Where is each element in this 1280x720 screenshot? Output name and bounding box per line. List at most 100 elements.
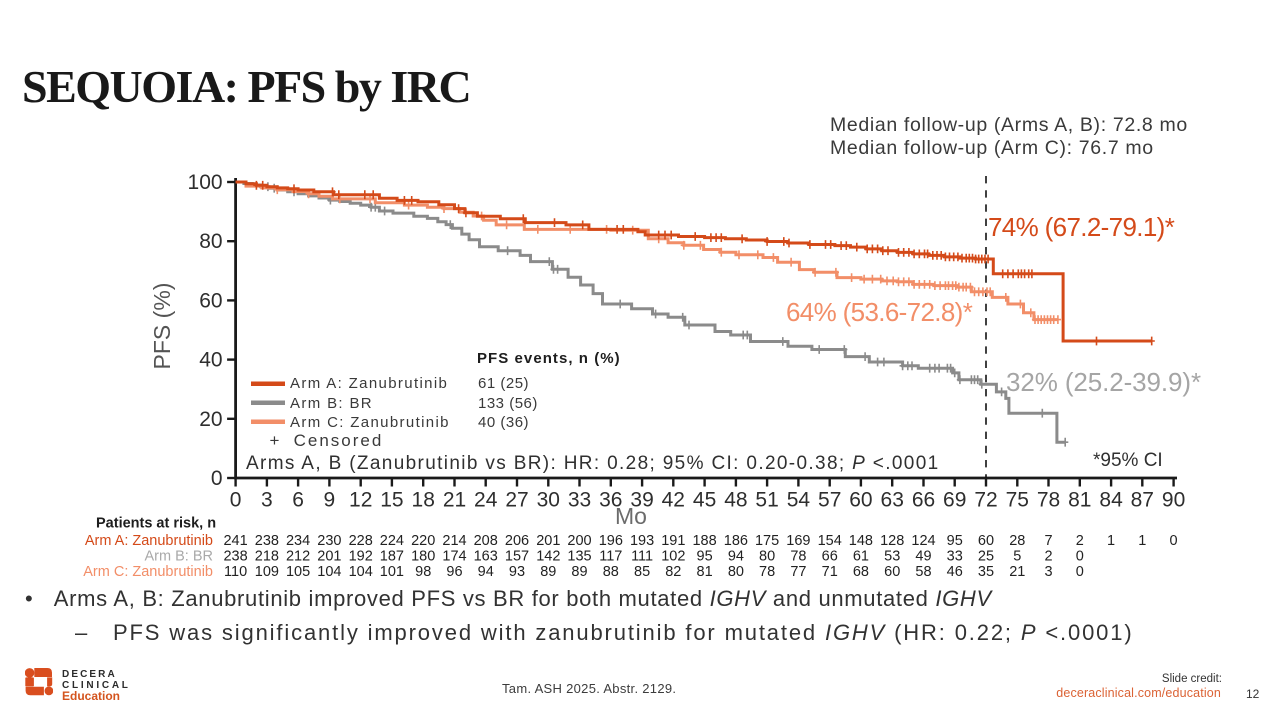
svg-text:33: 33 <box>568 489 591 512</box>
svg-text:30: 30 <box>537 489 560 512</box>
svg-text:80: 80 <box>728 564 744 580</box>
svg-text:228: 228 <box>349 533 373 549</box>
svg-text:75: 75 <box>1006 489 1029 512</box>
svg-text:193: 193 <box>630 533 654 549</box>
svg-text:218: 218 <box>255 549 279 565</box>
svg-text:0: 0 <box>1170 533 1178 549</box>
svg-text:187: 187 <box>380 549 404 565</box>
svg-text:57: 57 <box>818 489 841 512</box>
svg-text:104: 104 <box>317 564 341 580</box>
svg-text:60: 60 <box>884 564 900 580</box>
svg-text:35: 35 <box>978 564 994 580</box>
svg-text:157: 157 <box>505 549 529 565</box>
svg-text:Patients at risk, n: Patients at risk, n <box>96 516 216 532</box>
svg-text:77: 77 <box>790 564 806 580</box>
svg-text:94: 94 <box>478 564 494 580</box>
svg-text:Mo: Mo <box>615 503 647 529</box>
svg-text:208: 208 <box>474 533 498 549</box>
svg-text:PFS (%): PFS (%) <box>149 283 175 370</box>
svg-text:36: 36 <box>599 489 622 512</box>
svg-text:81: 81 <box>697 564 713 580</box>
svg-text:80: 80 <box>759 549 775 565</box>
svg-text:33: 33 <box>947 549 963 565</box>
svg-text:230: 230 <box>317 533 341 549</box>
svg-text:142: 142 <box>536 549 560 565</box>
svg-text:117: 117 <box>599 549 622 565</box>
svg-text:Arm B: BR: Arm B: BR <box>145 549 213 565</box>
svg-text:89: 89 <box>540 564 556 580</box>
svg-text:54: 54 <box>787 489 811 512</box>
svg-text:234: 234 <box>286 533 310 549</box>
svg-text:25: 25 <box>978 549 994 565</box>
svg-text:Arm C: Zanubrutinib: Arm C: Zanubrutinib <box>83 564 213 580</box>
svg-text:20: 20 <box>199 408 222 431</box>
svg-text:2: 2 <box>1076 533 1084 549</box>
svg-text:3: 3 <box>261 489 273 512</box>
svg-text:5: 5 <box>1013 549 1021 565</box>
svg-text:0: 0 <box>1076 549 1084 565</box>
svg-text:0: 0 <box>230 489 242 512</box>
svg-text:24: 24 <box>474 489 498 512</box>
svg-text:175: 175 <box>755 533 779 549</box>
svg-text:110: 110 <box>224 564 247 580</box>
svg-text:68: 68 <box>853 564 869 580</box>
svg-text:69: 69 <box>943 489 966 512</box>
svg-text:192: 192 <box>349 549 373 565</box>
svg-text:238: 238 <box>223 549 247 565</box>
svg-text:7: 7 <box>1044 533 1052 549</box>
svg-text:78: 78 <box>790 549 806 565</box>
svg-text:104: 104 <box>349 564 373 580</box>
svg-text:66: 66 <box>912 489 935 512</box>
svg-text:6: 6 <box>292 489 304 512</box>
svg-text:1: 1 <box>1107 533 1115 549</box>
svg-text:60: 60 <box>849 489 872 512</box>
svg-text:201: 201 <box>317 549 341 565</box>
svg-text:101: 101 <box>380 564 404 580</box>
svg-text:85: 85 <box>634 564 650 580</box>
svg-text:163: 163 <box>474 549 498 565</box>
svg-text:238: 238 <box>255 533 279 549</box>
svg-text:40: 40 <box>199 349 222 372</box>
svg-text:169: 169 <box>786 533 810 549</box>
svg-text:48: 48 <box>724 489 747 512</box>
svg-text:98: 98 <box>415 564 431 580</box>
svg-text:89: 89 <box>571 564 587 580</box>
svg-text:58: 58 <box>915 564 931 580</box>
svg-text:45: 45 <box>693 489 716 512</box>
svg-text:191: 191 <box>661 533 685 549</box>
svg-text:18: 18 <box>412 489 435 512</box>
svg-text:186: 186 <box>724 533 748 549</box>
svg-text:46: 46 <box>947 564 963 580</box>
svg-text:95: 95 <box>947 533 963 549</box>
svg-text:Arm A: Zanubrutinib: Arm A: Zanubrutinib <box>85 533 213 549</box>
svg-text:224: 224 <box>380 533 404 549</box>
svg-text:3: 3 <box>1044 564 1052 580</box>
svg-text:0: 0 <box>211 467 223 490</box>
svg-text:96: 96 <box>446 564 462 580</box>
svg-text:124: 124 <box>911 533 935 549</box>
svg-text:39: 39 <box>630 489 653 512</box>
svg-text:95: 95 <box>697 549 713 565</box>
svg-text:109: 109 <box>255 564 279 580</box>
svg-text:60: 60 <box>199 289 222 312</box>
svg-text:66: 66 <box>822 549 838 565</box>
svg-text:82: 82 <box>665 564 681 580</box>
svg-text:72: 72 <box>974 489 997 512</box>
svg-text:78: 78 <box>759 564 775 580</box>
svg-text:49: 49 <box>915 549 931 565</box>
svg-text:128: 128 <box>880 533 904 549</box>
svg-text:84: 84 <box>1099 489 1123 512</box>
svg-text:148: 148 <box>849 533 873 549</box>
svg-text:2: 2 <box>1044 549 1052 565</box>
svg-text:88: 88 <box>603 564 619 580</box>
svg-text:87: 87 <box>1131 489 1154 512</box>
svg-text:0: 0 <box>1076 564 1084 580</box>
svg-text:78: 78 <box>1037 489 1060 512</box>
svg-text:81: 81 <box>1068 489 1091 512</box>
svg-text:93: 93 <box>509 564 525 580</box>
svg-text:200: 200 <box>567 533 591 549</box>
svg-text:12: 12 <box>349 489 372 512</box>
svg-text:61: 61 <box>853 549 869 565</box>
svg-text:220: 220 <box>411 533 435 549</box>
svg-text:42: 42 <box>662 489 685 512</box>
